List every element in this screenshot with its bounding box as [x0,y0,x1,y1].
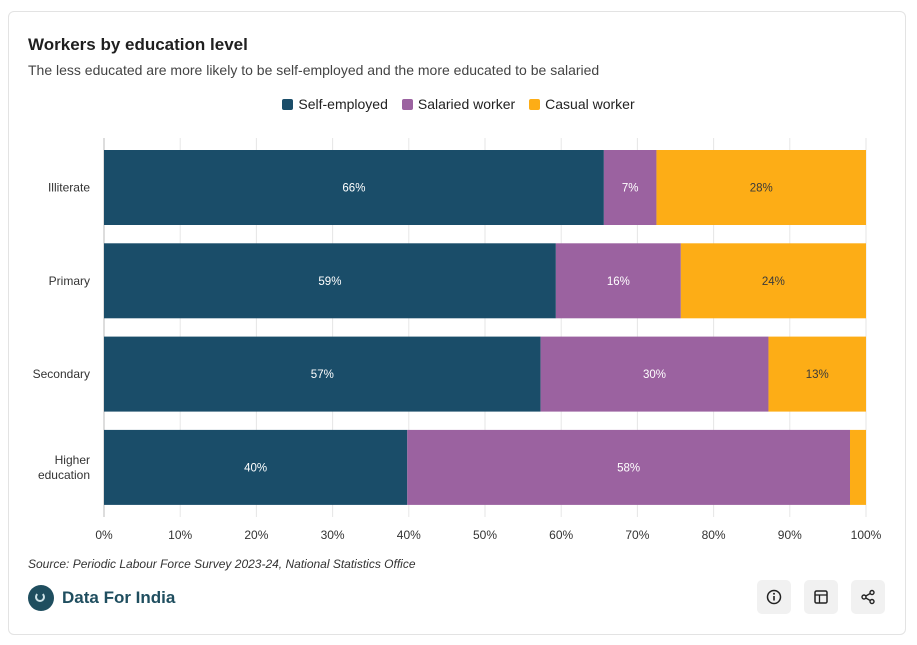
data-label-salaried-worker-primary: 16% [607,276,630,288]
x-tick-label: 50% [473,528,497,542]
legend-item-self-employed[interactable]: Self-employed [282,96,388,112]
legend-swatch-self-employed [282,98,294,110]
bar-salaried-worker-secondary[interactable] [540,336,769,412]
x-tick-label: 0% [95,528,113,542]
x-tick-label: 40% [397,528,421,542]
x-tick-label: 90% [778,528,802,542]
category-label-secondary: Secondary [33,367,90,381]
bar-casual-worker-illiterate[interactable] [656,150,866,225]
bar-casual-worker-higher-education[interactable] [849,429,866,505]
data-label-salaried-worker-higher-education: 58% [617,462,640,474]
category-label-higher-education: Higher education [38,453,90,482]
x-tick-label: 20% [244,528,268,542]
chart-title: Workers by education level [28,35,248,54]
brand[interactable]: Data For India [28,585,175,611]
table-button[interactable] [804,580,838,614]
legend-label-self-employed: Self-employed [298,96,388,112]
bar-self-employed-primary[interactable] [104,243,556,319]
data-label-self-employed-illiterate: 66% [342,183,365,195]
x-tick-labels: 0% 10% 20% 30% 40% 50% 60% 70% 80% 90% 100% [95,528,881,542]
data-label-casual-worker-secondary: 13% [806,369,829,381]
bar-salaried-worker-primary[interactable] [555,243,681,319]
legend-label-casual-worker: Casual worker [545,96,635,112]
data-label-self-employed-higher-education: 40% [244,462,267,474]
x-tick-label: 60% [549,528,573,542]
legend: Self-employed Salaried worker Casual wor… [0,96,917,112]
share-icon [861,589,875,605]
x-tick-label: 100% [851,528,882,542]
chart-subtitle: The less educated are more likely to be … [28,62,600,78]
x-tick-label: 70% [625,528,649,542]
chart-card [8,11,906,635]
bar-casual-worker-primary[interactable] [680,243,866,319]
bar-self-employed-higher-education[interactable] [104,429,408,505]
info-icon [766,589,782,605]
brand-name: Data For India [62,588,176,607]
bar-self-employed-secondary[interactable] [104,336,541,412]
bar-self-employed-illiterate[interactable] [104,150,604,225]
data-label-self-employed-secondary: 57% [311,369,334,381]
table-icon [814,590,828,604]
data-label-salaried-worker-secondary: 30% [643,369,666,381]
legend-item-casual-worker[interactable]: Casual worker [529,96,635,112]
data-label-casual-worker-illiterate: 28% [750,183,773,195]
info-button[interactable] [757,580,791,614]
bars: 66% 7% 28% 59% 16% 24% 57% 30% 13% 40% 58% [104,150,866,505]
source-note: Source: Periodic Labour Force Survey 202… [28,557,416,571]
legend-swatch-salaried-worker [401,98,413,110]
category-label-illiterate: Illiterate [48,181,90,195]
legend-item-salaried-worker[interactable]: Salaried worker [401,96,516,112]
legend-swatch-casual-worker [529,98,541,110]
bar-salaried-worker-higher-education[interactable] [407,429,850,505]
x-tick-label: 10% [168,528,192,542]
share-button[interactable] [851,580,885,614]
category-labels: Illiterate Primary Secondary Higher educatio… [33,181,91,482]
bar-casual-worker-secondary[interactable] [768,336,866,412]
bar-salaried-worker-illiterate[interactable] [603,150,657,225]
data-label-salaried-worker-illiterate: 7% [622,183,639,195]
x-tick-label: 30% [321,528,345,542]
legend-label-salaried-worker: Salaried worker [417,96,516,112]
x-tick-label: 80% [702,528,726,542]
data-label-casual-worker-primary: 24% [762,276,785,288]
category-label-primary: Primary [49,274,90,288]
data-label-self-employed-primary: 59% [318,276,341,288]
brand-logo-icon [28,585,54,611]
